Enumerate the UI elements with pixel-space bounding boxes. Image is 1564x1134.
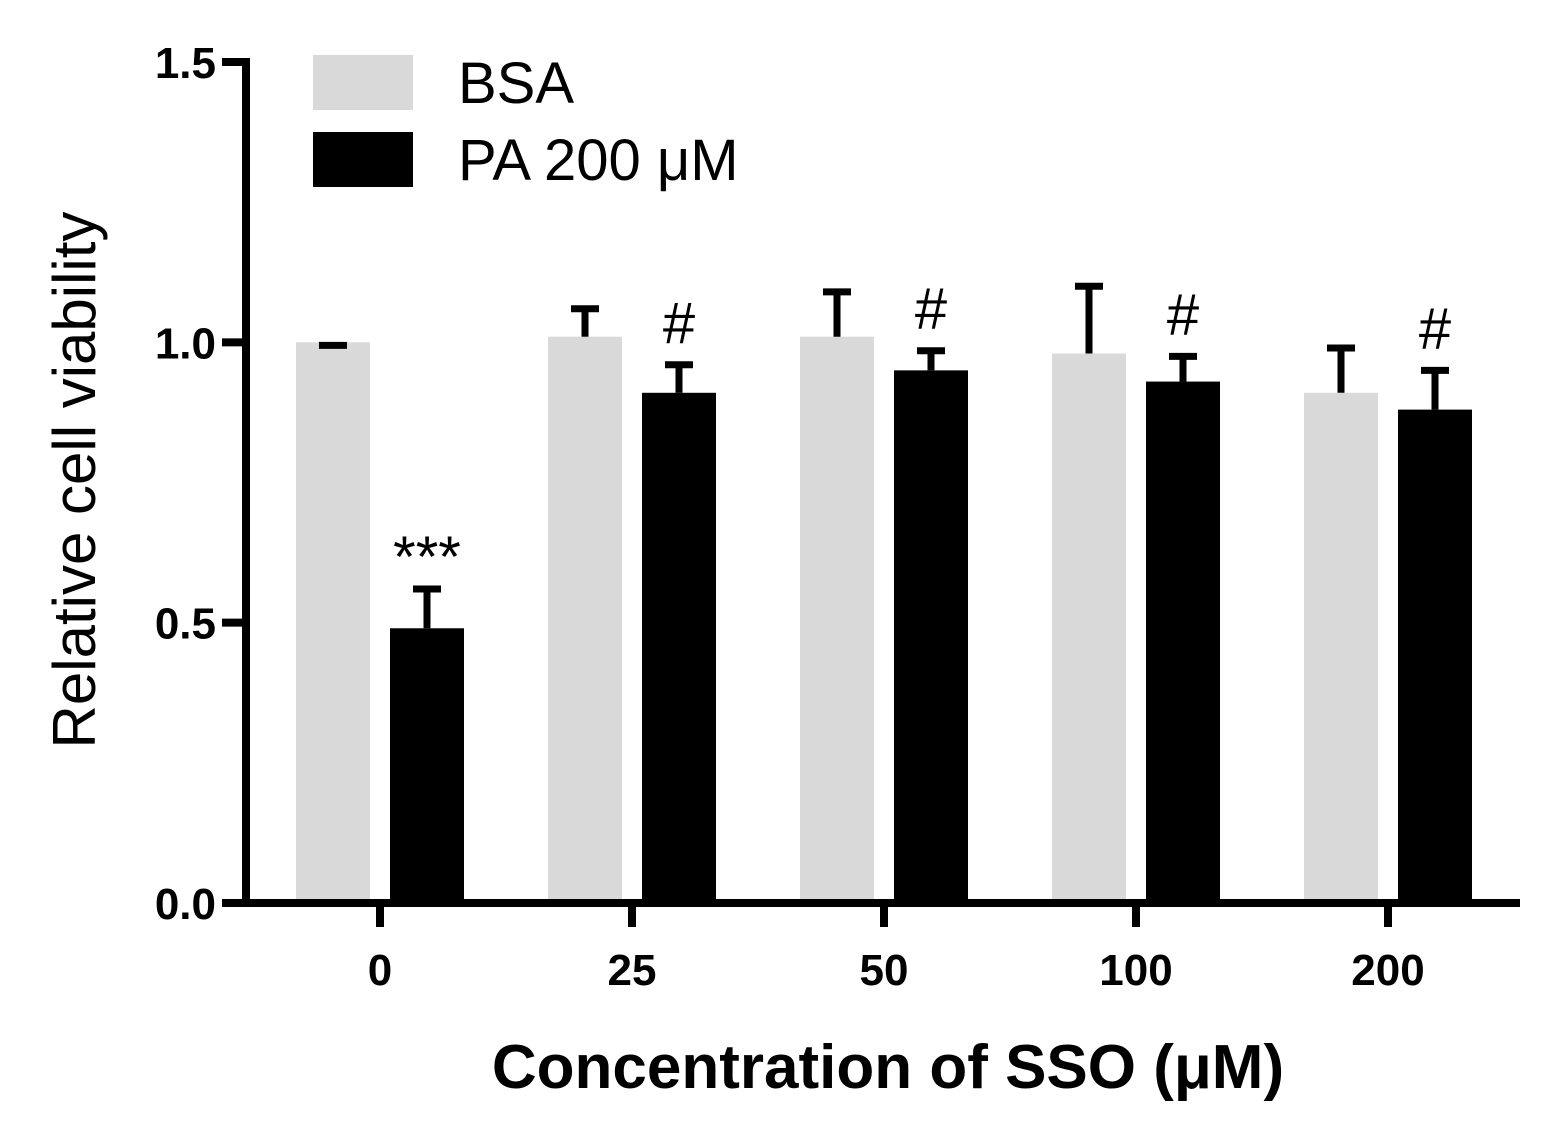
y-tick-label-0.5: 0.5 bbox=[155, 600, 216, 649]
x-tick-label-100: 100 bbox=[1099, 946, 1172, 995]
bar-bsa-50 bbox=[800, 336, 874, 903]
bar-pa-100 bbox=[1146, 381, 1220, 904]
y-tick-label-0.0: 0.0 bbox=[155, 880, 216, 929]
significance-label-1-1: # bbox=[663, 291, 695, 356]
legend-swatch-1 bbox=[313, 132, 413, 187]
significance-label-1-4: # bbox=[1419, 296, 1451, 361]
x-tick-label-0: 0 bbox=[368, 946, 392, 995]
y-tick-label-1.5: 1.5 bbox=[155, 39, 216, 88]
bar-bsa-25 bbox=[548, 336, 622, 903]
bar-pa-50 bbox=[894, 370, 968, 903]
legend-label-0: BSA bbox=[458, 51, 574, 116]
bars-layer: *** # # # # bbox=[296, 277, 1472, 904]
bar-bsa-0 bbox=[296, 342, 370, 903]
x-axis-title: Concentration of SSO (μM) bbox=[492, 1033, 1284, 1102]
x-tick-label-50: 50 bbox=[860, 946, 909, 995]
significance-label-1-2: # bbox=[915, 277, 947, 342]
legend-swatch-0 bbox=[313, 55, 413, 110]
x-tick-label-200: 200 bbox=[1351, 946, 1424, 995]
y-tick-label-1.0: 1.0 bbox=[155, 319, 216, 368]
legend-label-1: PA 200 μM bbox=[458, 128, 739, 193]
axes-layer: 0.0 0.5 1.0 1.5 0 25 50 100 200 bbox=[155, 39, 1520, 995]
significance-label-1-0: *** bbox=[393, 525, 461, 590]
significance-label-1-3: # bbox=[1167, 282, 1199, 347]
x-tick-label-25: 25 bbox=[608, 946, 657, 995]
bar-pa-25 bbox=[642, 392, 716, 903]
bar-bsa-100 bbox=[1052, 353, 1126, 904]
bar-pa-0 bbox=[390, 628, 464, 903]
bar-pa-200 bbox=[1398, 409, 1472, 903]
bar-bsa-200 bbox=[1304, 392, 1378, 903]
y-axis-title: Relative cell viability bbox=[41, 212, 108, 749]
legend: BSA PA 200 μM bbox=[313, 51, 739, 193]
